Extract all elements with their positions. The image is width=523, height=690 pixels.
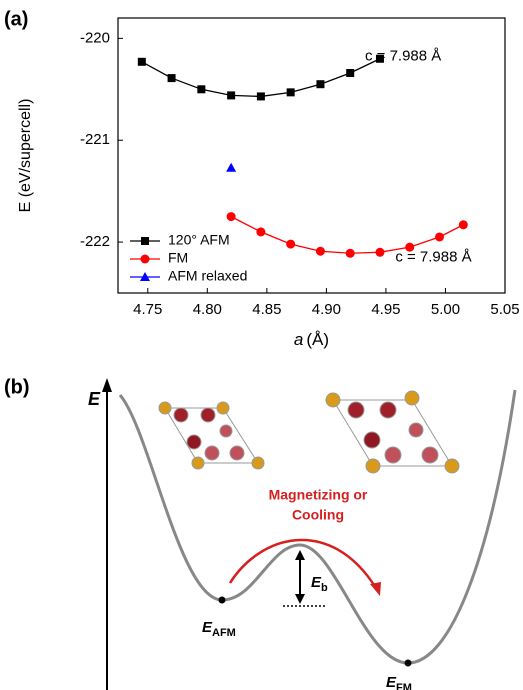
marker [227,91,236,100]
legend-marker [140,272,150,281]
transition-arrow [228,538,378,589]
x-tick-label: 4.90 [312,301,341,318]
legend-marker [141,237,149,245]
panel-label: (b) [4,376,30,398]
legend-label: AFM relaxed [168,268,247,284]
atom [191,456,205,470]
marker [375,54,384,63]
x-unit: (Å) [306,330,329,349]
fm-label: EFM [386,674,412,690]
atom [204,445,220,461]
panel-label: (a) [4,8,28,30]
marker [167,74,176,83]
marker [458,220,468,230]
atom [408,422,424,438]
energy-symbol: E [202,619,213,636]
marker [316,80,325,89]
energy-symbol: E [386,674,397,690]
legend-label: FM [168,250,188,266]
marker [226,212,236,222]
legend-label: 120° AFM [168,232,230,248]
atom [219,424,233,438]
x-tick-label: 4.80 [193,301,222,318]
x-tick-label: 5.05 [490,301,519,318]
series-line [141,58,381,98]
x-tick-label: 4.95 [371,301,400,318]
arrow-label: Magnetizing or [269,487,368,503]
marker [435,232,445,242]
arrow-label: Cooling [292,507,344,523]
energy-curve [118,389,517,665]
y-tick-label: -220 [80,29,110,46]
marker [286,239,296,249]
minimum-dot [404,659,412,667]
minimum-dot [218,596,226,604]
atom [347,401,365,419]
atom [404,390,420,406]
legend-marker [140,254,150,264]
axis-arrowhead [102,378,112,392]
atom [200,407,216,423]
barrier-label: Eb [311,574,328,594]
x-tick-label: 5.00 [431,301,460,318]
atom [158,401,172,415]
arrowhead [370,582,381,596]
atom [365,458,381,474]
atom [216,401,230,415]
fm-structure [325,390,460,474]
x-axis-label: a (Å) [294,330,329,349]
atom [325,392,341,408]
y-tick-label: -221 [80,131,110,148]
annotation: c = 7.988 Å [395,249,471,266]
marker [226,162,237,172]
x-tick-label: 4.85 [252,301,281,318]
afm-structure [158,401,265,470]
plot-frame [117,17,506,294]
energy-diagram: E Magnetizing or Cooling Eb EAFM EFM [88,378,517,690]
atom [186,434,202,450]
atom [229,445,245,461]
atom [444,458,460,474]
marker [315,246,325,256]
atom [251,456,265,470]
energy-symbol: E [311,574,322,591]
x-tick-label: 4.75 [133,301,162,318]
marker [405,242,415,252]
atom [384,446,402,464]
arrowhead [295,594,305,604]
marker [286,88,295,97]
marker [256,227,266,237]
marker [375,247,385,257]
marker [137,57,146,66]
marker [256,92,265,101]
arrowhead [295,550,305,560]
marker [197,85,206,94]
marker [345,248,355,258]
subscript: b [321,582,328,594]
x-var: a [294,330,303,349]
subscript: AFM [212,627,236,639]
atom [421,446,439,464]
afm-label: EAFM [202,619,236,639]
axis-label: E [88,389,101,409]
atom [173,407,189,423]
atom [379,401,397,419]
annotation: c = 7.988 Å [365,48,441,65]
subscript: FM [396,682,412,690]
y-tick-label: -222 [80,233,110,250]
y-axis-label: E (eV/supercell) [17,99,34,213]
marker [346,69,355,77]
atom [363,431,381,449]
